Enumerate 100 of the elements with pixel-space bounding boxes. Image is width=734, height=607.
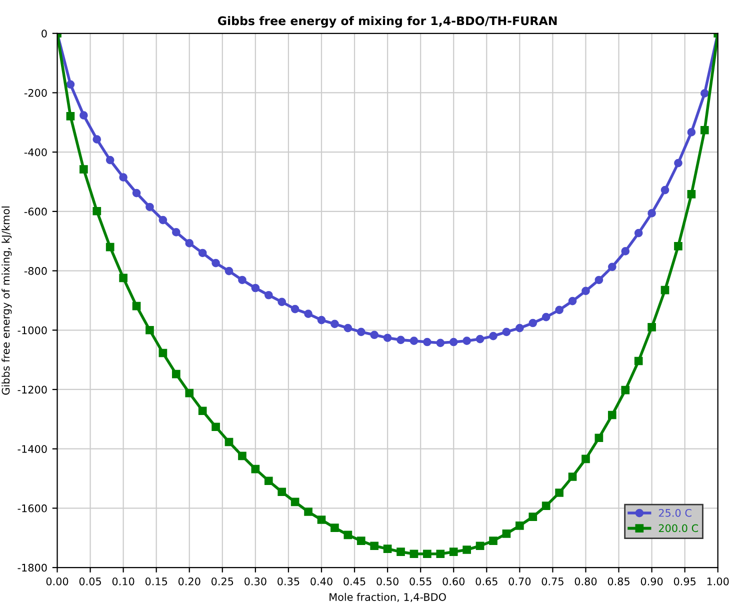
point — [224, 438, 234, 446]
point — [396, 548, 405, 556]
chart-title: Gibbs free energy of mixing for 1,4-BDO/TH-FURAN — [218, 16, 557, 28]
point — [212, 258, 220, 268]
point — [634, 228, 643, 238]
y-tick-label: -600 — [24, 208, 47, 216]
x-tick-label: 0.50 — [376, 577, 398, 586]
point — [555, 488, 564, 497]
point — [304, 508, 312, 516]
point — [146, 326, 154, 334]
x-tick-label: 0.85 — [608, 577, 630, 586]
x-tick-label: 0.35 — [278, 577, 300, 586]
point — [410, 336, 418, 345]
point — [198, 248, 207, 258]
x-axis-title: Mole fraction, 1,4-BDO — [330, 592, 446, 602]
x-tick-label: 0.70 — [508, 577, 531, 586]
point — [516, 522, 524, 530]
point — [251, 464, 260, 474]
y-axis-title: Gibbs free energy of mixing, kJ/kmol — [2, 206, 12, 395]
point — [317, 516, 326, 524]
y-tick-label: -1200 — [18, 386, 47, 394]
point — [502, 328, 511, 336]
point — [594, 276, 604, 284]
point — [476, 334, 484, 344]
x-tick-label: 0.80 — [574, 577, 597, 586]
point — [608, 410, 616, 420]
point — [489, 332, 498, 340]
point — [278, 298, 286, 306]
point — [423, 550, 432, 558]
point — [264, 290, 273, 300]
point — [449, 548, 458, 556]
point — [356, 536, 366, 546]
point — [621, 247, 630, 256]
y-tick-label: -200 — [24, 88, 47, 97]
x-tick-label: 0.00 — [46, 577, 68, 586]
point — [238, 452, 246, 460]
point — [80, 165, 88, 174]
point — [92, 206, 102, 216]
point — [568, 296, 577, 306]
point — [172, 370, 180, 378]
point — [436, 550, 445, 558]
point — [700, 89, 709, 98]
x-tick-label: 0.30 — [244, 577, 266, 586]
point — [489, 536, 498, 546]
point — [344, 324, 352, 332]
point — [410, 550, 418, 558]
x-tick-label: 0.65 — [476, 577, 498, 586]
point — [542, 502, 550, 510]
point — [158, 348, 168, 358]
point — [568, 472, 577, 481]
point — [687, 128, 696, 136]
point — [476, 542, 484, 550]
point — [172, 228, 180, 236]
point — [449, 338, 458, 346]
point — [106, 242, 114, 252]
point — [251, 284, 260, 292]
point — [106, 156, 114, 164]
point — [66, 112, 75, 120]
point — [330, 320, 339, 328]
point — [528, 318, 538, 328]
y-tick-label: -1400 — [18, 445, 47, 453]
point — [92, 135, 102, 144]
point — [660, 186, 670, 194]
x-tick-label: 0.55 — [410, 577, 432, 586]
legend-label: 200.0 C — [658, 524, 698, 532]
point — [370, 542, 379, 550]
point — [158, 216, 168, 224]
point — [516, 324, 524, 332]
point — [582, 286, 590, 296]
x-tick-label: 0.25 — [211, 577, 234, 586]
x-tick-label: 0.10 — [112, 577, 134, 586]
point — [383, 334, 392, 342]
point — [660, 286, 670, 294]
y-tick-label: -1600 — [18, 504, 47, 512]
point — [608, 262, 616, 272]
point — [528, 512, 538, 521]
x-tick-label: 0.90 — [640, 577, 663, 586]
y-tick-label: -1000 — [18, 326, 47, 334]
point — [185, 239, 194, 248]
x-tick-label: 0.75 — [542, 577, 564, 586]
point — [238, 276, 246, 284]
point — [66, 80, 75, 89]
point — [502, 530, 511, 538]
point — [264, 476, 273, 486]
point — [700, 126, 709, 134]
x-tick-label: 0.45 — [344, 577, 366, 586]
point — [80, 111, 88, 120]
point — [383, 544, 392, 554]
point — [648, 209, 656, 218]
point — [119, 173, 128, 182]
point — [462, 546, 471, 554]
x-tick-label: 1.00 — [707, 577, 729, 586]
point — [344, 530, 352, 540]
point — [423, 338, 432, 346]
x-tick-label: 0.15 — [145, 577, 168, 586]
point — [621, 386, 630, 394]
point — [132, 302, 141, 310]
x-tick-label: 0.95 — [674, 577, 696, 586]
point — [132, 188, 141, 198]
point — [634, 356, 643, 366]
